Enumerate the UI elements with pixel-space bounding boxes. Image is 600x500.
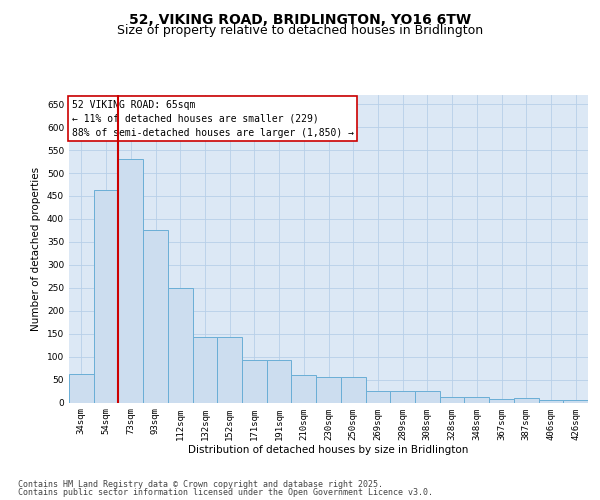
Text: Size of property relative to detached houses in Bridlington: Size of property relative to detached ho… <box>117 24 483 37</box>
Bar <box>168 288 193 403</box>
Text: 52 VIKING ROAD: 65sqm
← 11% of detached houses are smaller (229)
88% of semi-det: 52 VIKING ROAD: 65sqm ← 11% of detached … <box>71 100 353 138</box>
X-axis label: Distribution of detached houses by size in Bridlington: Distribution of detached houses by size … <box>188 445 469 455</box>
Bar <box>390 391 415 402</box>
Bar <box>316 378 341 402</box>
Bar <box>365 391 390 402</box>
Bar <box>440 397 464 402</box>
Bar <box>539 400 563 402</box>
Bar <box>242 360 267 403</box>
Bar <box>118 160 143 402</box>
Y-axis label: Number of detached properties: Number of detached properties <box>31 166 41 331</box>
Bar <box>292 375 316 402</box>
Bar <box>217 338 242 402</box>
Bar <box>489 400 514 402</box>
Bar <box>143 230 168 402</box>
Text: Contains public sector information licensed under the Open Government Licence v3: Contains public sector information licen… <box>18 488 433 497</box>
Bar <box>69 374 94 402</box>
Text: Contains HM Land Registry data © Crown copyright and database right 2025.: Contains HM Land Registry data © Crown c… <box>18 480 383 489</box>
Bar <box>94 190 118 402</box>
Bar <box>563 400 588 402</box>
Bar <box>267 360 292 403</box>
Bar <box>341 378 365 402</box>
Bar <box>514 398 539 402</box>
Text: 52, VIKING ROAD, BRIDLINGTON, YO16 6TW: 52, VIKING ROAD, BRIDLINGTON, YO16 6TW <box>129 12 471 26</box>
Bar <box>193 338 217 402</box>
Bar <box>415 391 440 402</box>
Bar <box>464 397 489 402</box>
